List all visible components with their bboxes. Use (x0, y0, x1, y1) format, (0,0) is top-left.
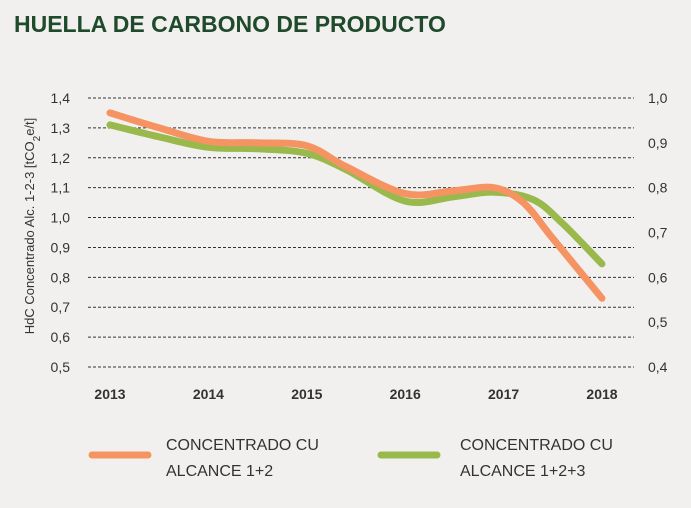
legend-label-line-2: ALCANCE 1+2+3 (460, 463, 586, 480)
legend-label-line-1: CONCENTRADO CU (166, 437, 319, 454)
left-tick-label: 1,1 (51, 180, 71, 196)
x-axis-ticks: 2013 2014 2015 2016 2017 2018 (94, 386, 617, 402)
series-lines (106, 109, 606, 302)
series-line-alcance-1-2 (106, 109, 606, 302)
chart-title: HUELLA DE CARBONO DE PRODUCTO (14, 11, 446, 37)
right-tick-label: 0,4 (648, 359, 668, 375)
x-tick-label: 2014 (193, 386, 224, 402)
y-axis-label-main: HdC Concentrado Alc. 1-2-3 [tCO (22, 141, 37, 334)
left-tick-label: 0,5 (51, 359, 71, 375)
right-tick-label: 0,7 (648, 225, 668, 241)
right-axis-ticks: 0,4 0,5 0,6 0,7 0,8 0,9 1,0 (648, 90, 668, 375)
series-line-alcance-1-2-3 (106, 121, 606, 268)
x-tick-label: 2015 (291, 386, 322, 402)
legend-label-line-2: ALCANCE 1+2 (166, 463, 273, 480)
x-tick-label: 2018 (586, 386, 617, 402)
left-tick-label: 1,2 (51, 150, 71, 166)
left-tick-label: 0,8 (51, 269, 71, 285)
legend-label-alcance-1-2-3: CONCENTRADO CU ALCANCE 1+2+3 (460, 437, 617, 480)
left-tick-label: 0,9 (51, 239, 71, 255)
x-tick-label: 2017 (488, 386, 519, 402)
y-axis-label-unit: e/t] (22, 118, 37, 136)
legend-label-line-1: CONCENTRADO CU (460, 437, 613, 454)
right-tick-label: 0,6 (648, 269, 668, 285)
grid-lines (88, 97, 634, 368)
left-tick-label: 1,0 (51, 210, 71, 226)
right-tick-label: 0,8 (648, 180, 668, 196)
legend-label-alcance-1-2: CONCENTRADO CU ALCANCE 1+2 (166, 437, 323, 480)
y-axis-label-subscript: 2 (32, 135, 43, 141)
left-tick-label: 1,4 (51, 90, 71, 106)
x-tick-label: 2016 (390, 386, 421, 402)
left-tick-label: 0,6 (51, 329, 71, 345)
right-tick-label: 1,0 (648, 90, 668, 106)
x-tick-label: 2013 (94, 386, 125, 402)
left-axis-ticks: 0,5 0,6 0,7 0,8 0,9 1,0 1,1 1,2 1,3 1,4 (51, 90, 71, 375)
left-tick-label: 1,3 (51, 120, 71, 136)
left-tick-label: 0,7 (51, 299, 71, 315)
right-tick-label: 0,9 (648, 135, 668, 151)
legend: CONCENTRADO CU ALCANCE 1+2 CONCENTRADO C… (88, 437, 617, 480)
right-tick-label: 0,5 (648, 314, 668, 330)
y-axis-label: HdC Concentrado Alc. 1-2-3 [tCO2e/t] (22, 118, 43, 335)
